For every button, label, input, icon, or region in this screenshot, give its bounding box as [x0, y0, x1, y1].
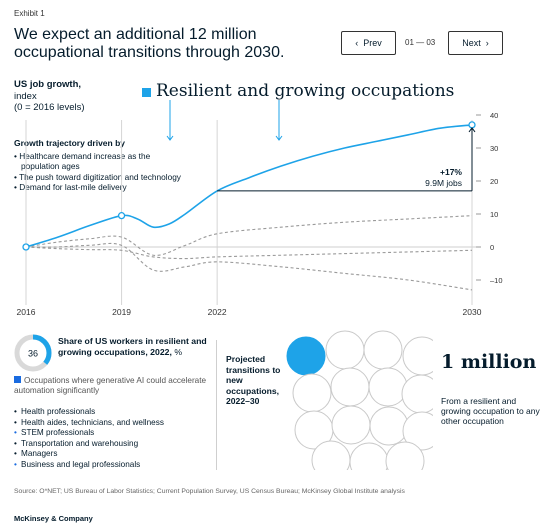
exhibit-label: Exhibit 1	[14, 9, 45, 18]
series-line-resilient	[25, 124, 473, 248]
occupation-item: • Health aides, technicians, and wellness	[14, 418, 214, 429]
legend-label: Resilient and growing occupations	[156, 81, 455, 101]
occupation-label: Health aides, technicians, and wellness	[21, 417, 164, 427]
growth-drivers: Growth trajectory driven by Healthcare d…	[14, 138, 189, 193]
series-line-other	[25, 242, 473, 291]
transition-circle	[401, 374, 433, 414]
driver-item: Healthcare demand increase as the popula…	[14, 151, 189, 172]
driver-item: The push toward digitization and technol…	[14, 172, 189, 183]
occupation-label: Health professionals	[21, 407, 96, 416]
occupation-item: • Health professionals	[14, 407, 214, 418]
y-axis-title-unit: index	[14, 90, 37, 102]
transition-circle	[349, 442, 389, 470]
x-tick-label: 2019	[112, 307, 131, 317]
chevron-left-icon: ‹	[355, 38, 359, 48]
series-line-other	[25, 246, 473, 260]
growth-drivers-title: Growth trajectory driven by	[14, 138, 125, 148]
divider	[216, 340, 217, 470]
bullet-icon: •	[14, 438, 17, 448]
page-title: We expect an additional 12 million occup…	[14, 26, 285, 61]
legend-swatch	[142, 88, 151, 97]
occupation-label: Managers	[21, 449, 58, 459]
occupation-label: Transportation and warehousing	[21, 438, 139, 448]
occupation-item: • Business and legal professionals	[14, 460, 214, 471]
next-button[interactable]: Next ›	[448, 31, 503, 55]
ai-legend-label: Occupations where generative AI could ac…	[14, 376, 207, 395]
y-axis-title: US job growth, index (0 = 2016 levels)	[14, 79, 124, 114]
donut-value: 36	[28, 349, 38, 359]
y-axis-title-base: (0 = 2016 levels)	[14, 102, 85, 113]
highlighted-circle	[286, 336, 326, 376]
share-title-text: Share of US workers in resilient and gro…	[58, 336, 207, 357]
y-tick-label: 20	[490, 177, 498, 186]
occupation-item: • STEM professionals	[14, 428, 214, 439]
y-tick-label: 40	[490, 111, 498, 120]
source-note: Source: O*NET; US Bureau of Labor Statis…	[14, 488, 405, 495]
series-line-other	[25, 215, 473, 256]
donut-arc	[14, 334, 52, 372]
transition-circle	[368, 367, 408, 407]
next-button-label: Next	[462, 38, 481, 48]
brand-logo: McKinsey & Company	[14, 514, 93, 523]
x-tick-label: 2016	[17, 307, 36, 317]
ai-bullet-icon: •	[14, 428, 17, 438]
transition-circle	[402, 411, 433, 451]
y-tick-label: –10	[490, 276, 503, 285]
data-point-marker	[468, 121, 476, 129]
annotation-arrow-icon	[468, 127, 476, 133]
bullet-icon: •	[14, 417, 17, 427]
share-title-unit: %	[174, 346, 183, 357]
prev-button[interactable]: ‹ Prev	[341, 31, 396, 55]
bullet-icon: •	[14, 407, 17, 416]
y-tick-label: 10	[490, 210, 498, 219]
transition-circle	[385, 441, 425, 470]
share-title: Share of US workers in resilient and gro…	[58, 336, 208, 357]
y-axis-title-main: US job growth,	[14, 79, 82, 90]
annotation-jobs: 9.9M jobs	[425, 178, 462, 188]
y-tick-label: 30	[490, 144, 498, 153]
job-growth-chart: 2016 2019 2022 2030 40 30 20 10 0 –10 +17%9.9M job…	[17, 100, 503, 317]
occupation-label: STEM professionals	[21, 428, 95, 438]
ai-legend-swatch	[14, 376, 21, 383]
transition-circle	[369, 406, 409, 446]
occupation-label: Business and legal professionals	[21, 459, 141, 469]
occupation-list: • Health professionals • Health aides, tech…	[14, 407, 214, 471]
occupation-item: • Transportation and warehousing	[14, 439, 214, 450]
transition-circle	[363, 330, 403, 370]
annotation-value: +17%	[440, 167, 462, 177]
transition-circle	[402, 336, 433, 376]
x-tick-label: 2030	[463, 307, 482, 317]
bullet-icon: •	[14, 449, 17, 459]
ai-bullet-icon: •	[14, 459, 17, 469]
transition-circle	[330, 367, 370, 407]
transition-circle	[292, 373, 332, 413]
projection-value: 1 million	[441, 351, 537, 373]
transition-circles	[286, 330, 433, 470]
data-point-marker	[117, 212, 126, 220]
y-tick-label: 0	[490, 243, 494, 252]
driver-item: Demand for last-mile delivery	[14, 182, 189, 193]
projection-description: From a resilient and growing occupation …	[441, 396, 540, 426]
prev-button-label: Prev	[363, 38, 382, 48]
transition-circle	[325, 330, 365, 370]
share-donut: 36	[14, 334, 52, 372]
transition-circle	[331, 405, 371, 445]
ai-legend: Occupations where generative AI could ac…	[14, 376, 214, 396]
projection-label: Projected transitions to new occupations…	[226, 354, 281, 407]
data-point-marker	[22, 243, 30, 251]
pointer-arrow-icon	[275, 135, 283, 141]
pointer-arrow-icon	[166, 135, 174, 141]
page-indicator: 01 — 03	[405, 38, 436, 47]
x-tick-label: 2022	[208, 307, 227, 317]
chevron-right-icon: ›	[485, 38, 489, 48]
occupation-item: • Managers	[14, 449, 214, 460]
